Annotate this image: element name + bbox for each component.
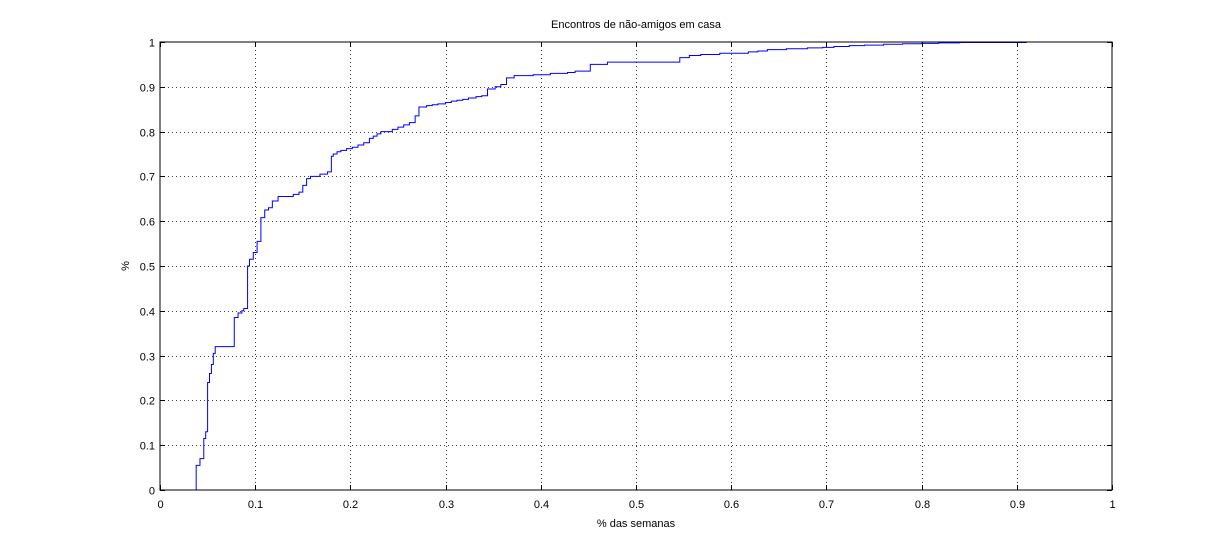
grid-lines (160, 42, 1112, 490)
series-layer (195, 41, 1112, 490)
cdf-step-line (195, 41, 1112, 490)
y-tick-label: 0.2 (140, 396, 155, 408)
x-axis-tick-labels: 0 0.1 0.2 0.3 0.4 0.5 0.6 0.7 0.8 0.9 1 (157, 499, 1115, 511)
y-tick-label: 0.7 (140, 172, 155, 184)
x-tick-label: 0.4 (534, 499, 549, 511)
y-axis-tick-labels: 0 0.1 0.2 0.3 0.4 0.5 0.6 0.7 0.8 0.9 1 (140, 38, 155, 498)
y-tick-label: 0.6 (140, 217, 155, 229)
x-tick-label: 0.9 (1010, 499, 1025, 511)
plot-area (159, 41, 1113, 491)
y-tick-label: 0.1 (140, 441, 155, 453)
x-axis-label: % das semanas (597, 518, 676, 530)
x-tick-label: 1 (1109, 499, 1115, 511)
y-tick-label: 0.3 (140, 352, 155, 364)
plot-background (160, 42, 1112, 490)
y-tick-label: 0.8 (140, 128, 155, 140)
axis-ticks (160, 42, 1113, 491)
y-tick-label: 0.5 (140, 262, 155, 274)
x-tick-label: 0.7 (819, 499, 834, 511)
x-tick-label: 0.5 (629, 499, 644, 511)
x-tick-label: 0.3 (439, 499, 454, 511)
y-tick-label: 0.9 (140, 83, 155, 95)
y-tick-label: 1 (149, 38, 155, 50)
y-tick-label: 0 (149, 486, 155, 498)
chart-title: Encontros de não-amigos em casa (551, 19, 722, 31)
x-tick-label: 0.8 (915, 499, 930, 511)
x-tick-label: 0.2 (343, 499, 358, 511)
x-tick-label: 0 (157, 499, 163, 511)
y-axis-label: % (120, 261, 132, 271)
y-tick-label: 0.4 (140, 307, 155, 319)
x-tick-label: 0.1 (248, 499, 263, 511)
x-tick-label: 0.6 (724, 499, 739, 511)
